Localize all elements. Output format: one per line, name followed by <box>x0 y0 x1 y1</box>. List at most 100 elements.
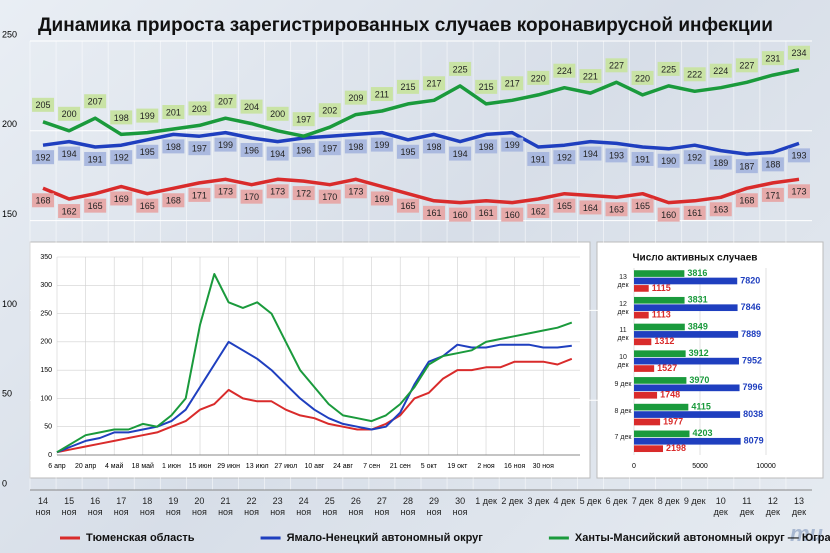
series-line <box>42 67 800 138</box>
data-label-box <box>162 105 185 120</box>
y-tick-label: 7 дек <box>614 434 632 442</box>
x-tick-label: 12 дек <box>765 496 780 517</box>
data-label: 211 <box>375 89 389 99</box>
data-label-box <box>370 191 393 206</box>
data-label-box <box>475 79 498 94</box>
data-label-box <box>344 90 367 105</box>
data-label-box <box>605 58 628 73</box>
data-label: 207 <box>218 97 233 107</box>
x-tick-label: 22 ноя <box>244 496 259 517</box>
data-label-box <box>396 79 419 94</box>
data-label-box <box>631 70 654 85</box>
x-tick-label: 24 ноя <box>296 496 312 517</box>
data-label-box <box>423 205 446 220</box>
bar <box>634 270 685 277</box>
bar <box>634 445 664 453</box>
x-tick-label: 18 ноя <box>139 496 155 517</box>
data-label-box <box>787 45 810 60</box>
data-label-box <box>32 150 55 165</box>
data-label-box <box>58 146 81 161</box>
chart-title: Динамика прироста зарегистрированных слу… <box>38 15 773 36</box>
data-label-box <box>709 202 732 217</box>
data-label: 202 <box>322 106 337 116</box>
data-label-box <box>527 70 550 85</box>
data-label: 3816 <box>687 268 707 278</box>
bar <box>634 365 655 372</box>
y-tick-label: 0 <box>48 452 52 459</box>
data-label-box <box>32 97 55 112</box>
data-label-box <box>240 142 263 157</box>
y-tick-label: 50 <box>44 424 52 431</box>
data-label-box <box>553 150 576 165</box>
y-tick-label: 8 дек <box>614 407 632 415</box>
data-label: 199 <box>505 140 520 150</box>
data-label: 168 <box>36 196 51 206</box>
x-tick-label: 14 ноя <box>35 496 51 517</box>
bar <box>634 384 740 392</box>
data-label: 8079 <box>744 436 764 446</box>
data-label-box <box>318 103 341 118</box>
data-label-box <box>266 146 289 161</box>
data-label-box <box>449 146 472 161</box>
data-label: 196 <box>244 145 259 155</box>
data-label: 193 <box>609 151 624 161</box>
data-label-box <box>735 159 758 174</box>
data-label-box <box>344 139 367 154</box>
data-label-box <box>709 63 732 78</box>
bar <box>634 285 649 292</box>
data-label-box <box>475 139 498 154</box>
bar <box>634 437 741 445</box>
x-tick-label: 20 апр <box>75 463 96 470</box>
data-label: 162 <box>531 206 546 216</box>
data-label: 190 <box>661 156 676 166</box>
y-tick-label: 300 <box>40 282 52 289</box>
data-label: 4115 <box>691 402 711 412</box>
series-line <box>56 340 572 454</box>
data-label: 224 <box>557 66 572 76</box>
data-label: 173 <box>218 187 233 197</box>
data-label-box <box>318 141 341 156</box>
data-label: 217 <box>427 79 442 89</box>
data-label-box <box>58 106 81 121</box>
data-label-box <box>188 187 211 202</box>
data-label: 3849 <box>688 321 708 331</box>
bar <box>634 430 690 438</box>
data-label-box <box>683 67 706 82</box>
data-label: 198 <box>114 113 129 123</box>
y-tick-label: 150 <box>2 209 17 219</box>
series-line <box>42 177 800 205</box>
data-label-box <box>292 112 315 127</box>
x-tick-label: 15 ноя <box>61 496 77 517</box>
data-label-box <box>787 148 810 163</box>
data-label-box <box>162 193 185 208</box>
data-label: 1312 <box>654 336 674 346</box>
data-label: 195 <box>140 147 155 157</box>
data-label-box <box>84 198 107 213</box>
legend-label: Ханты-Мансийский автономный округ — Югра <box>575 532 830 544</box>
x-tick-label: 1 июн <box>162 463 181 470</box>
data-label-box <box>318 189 341 204</box>
data-label-box <box>58 204 81 219</box>
data-label-box <box>370 87 393 102</box>
y-tick-label: 0 <box>2 478 7 488</box>
data-label-box <box>683 205 706 220</box>
data-label: 220 <box>531 73 546 83</box>
x-tick-label: 24 авг <box>333 463 353 470</box>
data-label-box <box>292 186 315 201</box>
data-label-box <box>735 193 758 208</box>
data-label: 192 <box>687 153 702 163</box>
y-tick-label: 250 <box>2 29 17 39</box>
data-label: 220 <box>635 73 650 83</box>
data-label: 169 <box>114 194 129 204</box>
data-label: 224 <box>713 66 728 76</box>
data-label: 160 <box>661 210 676 220</box>
x-tick-label: 29 июн <box>217 463 240 470</box>
x-tick-label: 15 июн <box>189 463 212 470</box>
data-label: 191 <box>531 154 546 164</box>
x-tick-label: 10 авг <box>304 463 324 470</box>
series-line <box>56 273 573 454</box>
data-label-box <box>501 137 524 152</box>
data-label-box <box>761 51 784 66</box>
bar <box>634 411 741 418</box>
x-tick-label: 26 ноя <box>348 496 364 517</box>
